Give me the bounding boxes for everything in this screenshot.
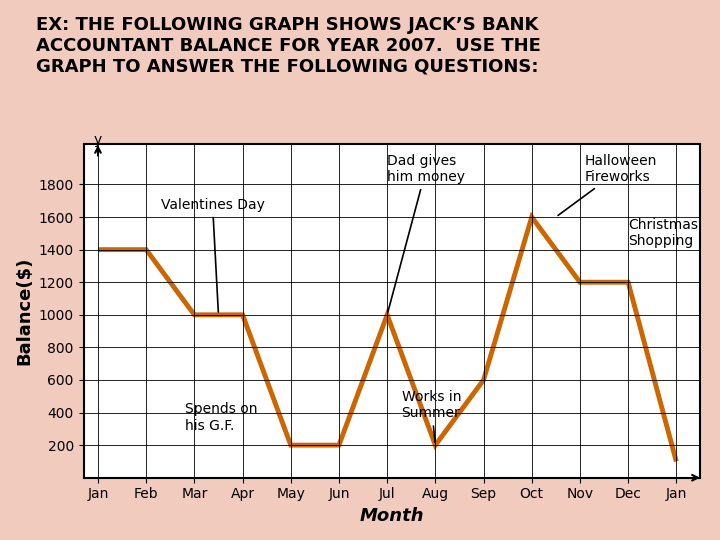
Y-axis label: Balance($): Balance($) (15, 256, 33, 365)
Text: Spends on
his G.F.: Spends on his G.F. (185, 402, 257, 433)
Text: EX: THE FOLLOWING GRAPH SHOWS JACK’S BANK
ACCOUNTANT BALANCE FOR YEAR 2007.  USE: EX: THE FOLLOWING GRAPH SHOWS JACK’S BAN… (36, 16, 541, 76)
Text: Works in
Summer: Works in Summer (402, 390, 461, 442)
Text: Halloween
Fireworks: Halloween Fireworks (558, 154, 657, 215)
Text: y: y (94, 133, 102, 147)
Text: Dad gives
him money: Dad gives him money (387, 154, 465, 312)
X-axis label: Month: Month (360, 507, 424, 525)
Text: Christmas
Shopping: Christmas Shopping (628, 218, 698, 248)
Text: Valentines Day: Valentines Day (161, 198, 264, 312)
